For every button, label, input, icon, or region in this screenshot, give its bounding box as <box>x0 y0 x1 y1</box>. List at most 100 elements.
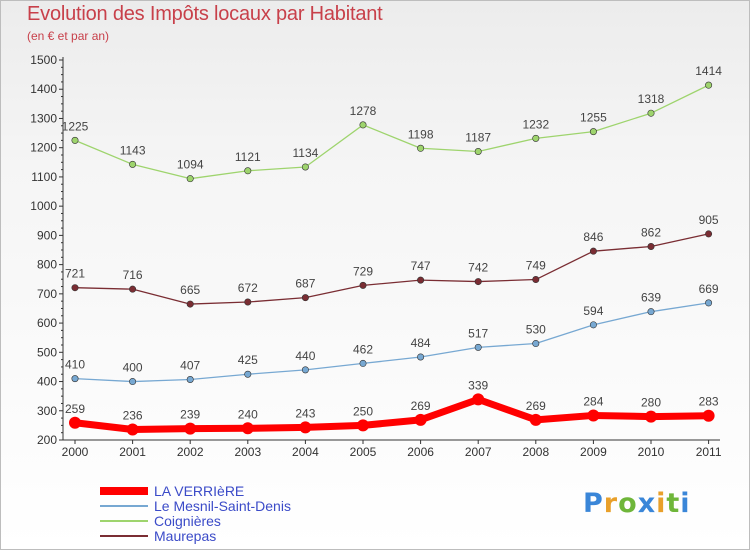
data-label: 594 <box>583 304 603 318</box>
data-point <box>474 147 482 155</box>
x-tick-label: 2006 <box>407 445 434 459</box>
data-point <box>186 375 194 383</box>
legend-swatch <box>100 535 148 537</box>
y-tick-label: 1000 <box>30 199 57 213</box>
data-label: 250 <box>353 404 373 418</box>
x-tick-label: 2010 <box>638 445 665 459</box>
data-point <box>705 299 713 307</box>
data-point <box>647 109 655 117</box>
data-point <box>705 230 713 238</box>
data-label: 269 <box>526 399 546 413</box>
legend-label: Maurepas <box>154 528 217 544</box>
data-point <box>474 343 482 351</box>
data-label: 1225 <box>62 119 89 133</box>
y-tick-label: 400 <box>37 375 57 389</box>
data-label: 280 <box>641 396 661 410</box>
y-tick-label: 600 <box>37 316 57 330</box>
data-point <box>184 422 197 435</box>
data-label: 236 <box>123 408 143 422</box>
data-point <box>417 144 425 152</box>
data-label: 243 <box>295 406 315 420</box>
y-tick-label: 300 <box>37 404 57 418</box>
data-label: 400 <box>123 361 143 375</box>
data-label: 410 <box>65 358 85 372</box>
y-tick-label: 1400 <box>30 82 57 96</box>
y-tick-label: 1500 <box>30 53 57 67</box>
series-line-2 <box>74 84 710 180</box>
data-point <box>589 247 597 255</box>
data-label: 339 <box>468 378 488 392</box>
y-tick-label: 500 <box>37 345 57 359</box>
data-label: 259 <box>65 402 85 416</box>
y-tick-label: 1100 <box>31 170 57 184</box>
data-label: 669 <box>699 282 719 296</box>
legend-label: LA VERRIèRE <box>154 483 245 499</box>
data-label: 716 <box>123 268 143 282</box>
data-label: 530 <box>526 323 546 337</box>
data-point <box>71 375 79 383</box>
data-point <box>299 421 312 434</box>
data-label: 747 <box>411 259 431 273</box>
x-tick-label: 2001 <box>119 445 146 459</box>
x-tick-label: 2008 <box>522 445 549 459</box>
data-point <box>244 298 252 306</box>
data-label: 462 <box>353 342 373 356</box>
x-tick-label: 2009 <box>580 445 607 459</box>
legend-label: Coignières <box>154 513 221 529</box>
x-tick-label: 2011 <box>696 445 722 459</box>
data-point <box>71 284 79 292</box>
data-label: 862 <box>641 225 661 239</box>
data-label: 1318 <box>638 92 665 106</box>
data-point <box>529 413 542 426</box>
data-point <box>357 419 369 432</box>
data-label: 639 <box>641 291 661 305</box>
data-label: 1094 <box>177 158 204 172</box>
logo-letter: t <box>666 488 681 519</box>
data-label: 1187 <box>465 130 491 144</box>
data-label: 1232 <box>522 117 549 131</box>
data-point <box>69 416 81 429</box>
x-tick-label: 2000 <box>62 445 89 459</box>
chart-subtitle: (en € et par an) <box>27 29 110 43</box>
data-label: 284 <box>583 394 603 408</box>
x-tick-label: 2004 <box>292 445 319 459</box>
legend-swatch <box>100 505 148 507</box>
data-point <box>301 163 309 171</box>
data-point <box>647 308 655 316</box>
logo-letter: i <box>680 488 691 519</box>
data-point <box>301 294 309 302</box>
chart-title: Evolution des Impôts locaux par Habitant <box>27 3 383 25</box>
data-label: 239 <box>180 408 200 422</box>
data-point <box>129 285 137 293</box>
y-tick-label: 200 <box>37 433 57 447</box>
data-label: 846 <box>583 230 603 244</box>
data-point <box>414 413 427 426</box>
y-tick-label: 800 <box>37 258 57 272</box>
data-label: 1143 <box>120 143 146 157</box>
data-point <box>126 423 139 436</box>
proxiti-logo: Proxiti <box>583 488 691 519</box>
data-point <box>532 276 540 284</box>
data-point <box>129 378 137 386</box>
legend-swatch <box>100 487 148 495</box>
data-label: 269 <box>411 399 431 413</box>
data-label: 1278 <box>350 104 377 118</box>
data-label: 484 <box>411 336 431 350</box>
data-point <box>589 128 597 136</box>
data-label: 440 <box>295 349 315 363</box>
data-point <box>71 136 79 144</box>
series-line-1 <box>74 302 710 383</box>
data-point <box>647 242 655 250</box>
data-label: 517 <box>468 326 488 340</box>
data-label: 905 <box>699 213 719 227</box>
logo-letter: o <box>618 488 638 519</box>
legend-label: Le Mesnil-Saint-Denis <box>154 498 291 514</box>
logo-letter: i <box>656 488 667 519</box>
data-point <box>244 370 252 378</box>
data-point <box>705 81 713 89</box>
data-point <box>417 353 425 361</box>
data-label: 687 <box>295 277 315 291</box>
data-label: 283 <box>699 395 719 409</box>
legend-swatch <box>100 520 148 522</box>
